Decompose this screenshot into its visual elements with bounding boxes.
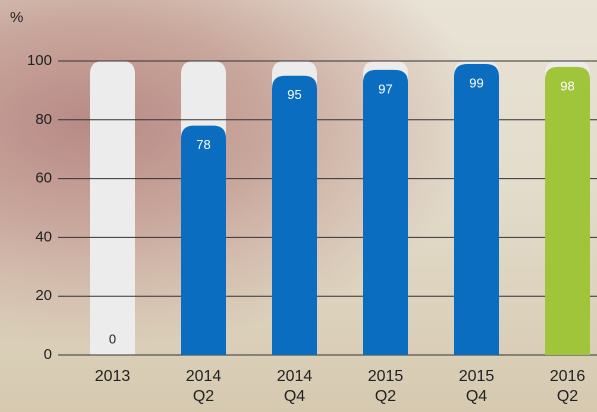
y-tick-label: 20 xyxy=(35,287,52,304)
bar xyxy=(181,125,226,356)
value-label: 98 xyxy=(560,78,574,93)
y-tick-label: 0 xyxy=(44,346,52,363)
y-tick-label: 60 xyxy=(35,170,52,187)
value-label: 78 xyxy=(196,137,210,152)
y-tick-label: 80 xyxy=(35,111,52,128)
y-tick-label: 40 xyxy=(35,228,52,245)
bar xyxy=(545,66,590,355)
value-label: 99 xyxy=(469,75,483,90)
x-tick-label: 2014 Q4 xyxy=(276,368,313,405)
x-tick-label: 2015 Q2 xyxy=(367,368,404,405)
bar xyxy=(272,75,317,355)
x-tick-label: 2014 Q2 xyxy=(185,368,222,405)
bar xyxy=(454,63,499,355)
x-tick-label: 2013 xyxy=(94,368,131,385)
bar-track xyxy=(90,61,135,355)
value-label: 95 xyxy=(287,87,301,102)
bar xyxy=(363,69,408,355)
x-tick-label: 2015 Q4 xyxy=(458,368,495,405)
value-label: 0 xyxy=(109,331,116,346)
y-tick-label: 100 xyxy=(27,52,52,69)
y-axis-label: % xyxy=(10,9,23,26)
x-tick-label: 2016 Q2 xyxy=(549,368,586,405)
value-label: 97 xyxy=(378,81,392,96)
